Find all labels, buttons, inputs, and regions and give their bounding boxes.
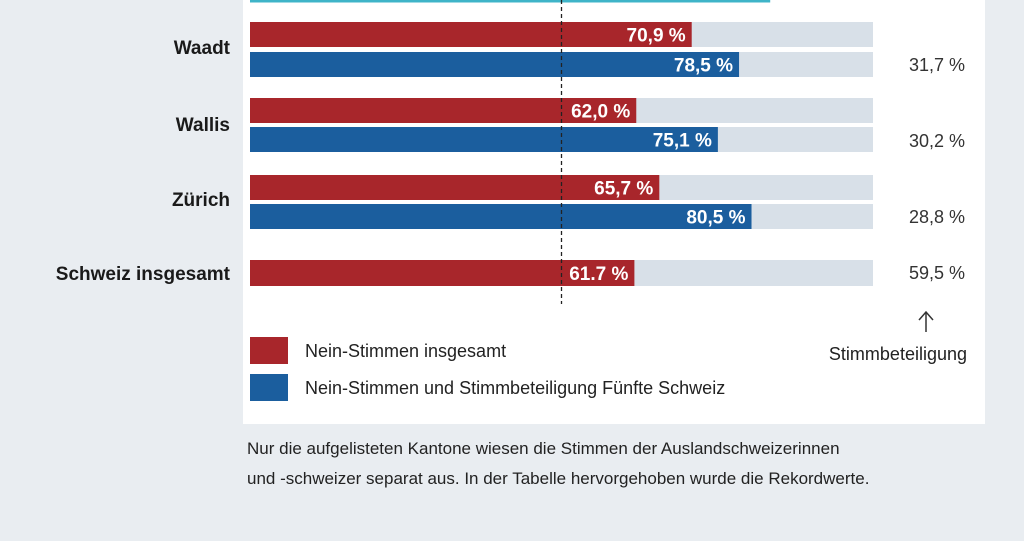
turnout-value: 59,5 % xyxy=(909,263,965,283)
bar-nein-total xyxy=(250,22,692,47)
footnote: Nur die aufgelisteten Kantone wiesen die… xyxy=(247,434,987,494)
turnout-title: Stimmbeteiligung xyxy=(829,344,967,364)
bar-nein-abroad xyxy=(250,52,740,77)
category-label: Schweiz insgesamt xyxy=(56,264,231,285)
up-arrow-head-icon xyxy=(918,310,934,321)
data-label-nein-abroad: 80,5 % xyxy=(686,208,745,229)
bar-nein-abroad xyxy=(250,127,718,152)
category-label: Zürich xyxy=(172,190,230,211)
legend-label: Nein-Stimmen und Stimmbeteiligung Fünfte… xyxy=(305,378,725,398)
data-label-nein-total: 62,0 % xyxy=(571,102,630,123)
bar-nein-total xyxy=(250,98,637,123)
category-labels: Waadt Wallis Zürich Schweiz insgesamt xyxy=(56,38,231,285)
bar-chart: 70,9 % 78,5 % 31,7 % 62,0 % 75,1 % 30,2 % 65,7… xyxy=(250,0,967,401)
data-label-nein-total: 61.7 % xyxy=(569,264,628,285)
turnout-value: 31,7 % xyxy=(909,55,965,75)
data-label-nein-abroad: 75,1 % xyxy=(653,131,712,152)
footnote-line-1: Nur die aufgelisteten Kantone wiesen die… xyxy=(247,439,840,458)
data-label-nein-total: 70,9 % xyxy=(627,26,686,47)
turnout-value: 30,2 % xyxy=(909,131,965,151)
legend-label: Nein-Stimmen insgesamt xyxy=(305,341,506,361)
bar-nein-total xyxy=(250,260,635,286)
category-label: Wallis xyxy=(176,115,230,136)
bar-nein-abroad xyxy=(250,204,752,229)
legend-swatch xyxy=(250,374,288,401)
footnote-line-2: und -schweizer separat aus. In der Tabel… xyxy=(247,469,870,488)
data-label-nein-total: 65,7 % xyxy=(594,179,653,200)
legend-swatch xyxy=(250,337,288,364)
turnout-value: 28,8 % xyxy=(909,207,965,227)
data-label-nein-abroad: 78,5 % xyxy=(674,56,733,77)
category-label: Waadt xyxy=(174,38,231,59)
chart-panel: 70,9 % 78,5 % 31,7 % 62,0 % 75,1 % 30,2 % 65,7… xyxy=(243,0,985,424)
bar-nein-total xyxy=(250,175,660,200)
